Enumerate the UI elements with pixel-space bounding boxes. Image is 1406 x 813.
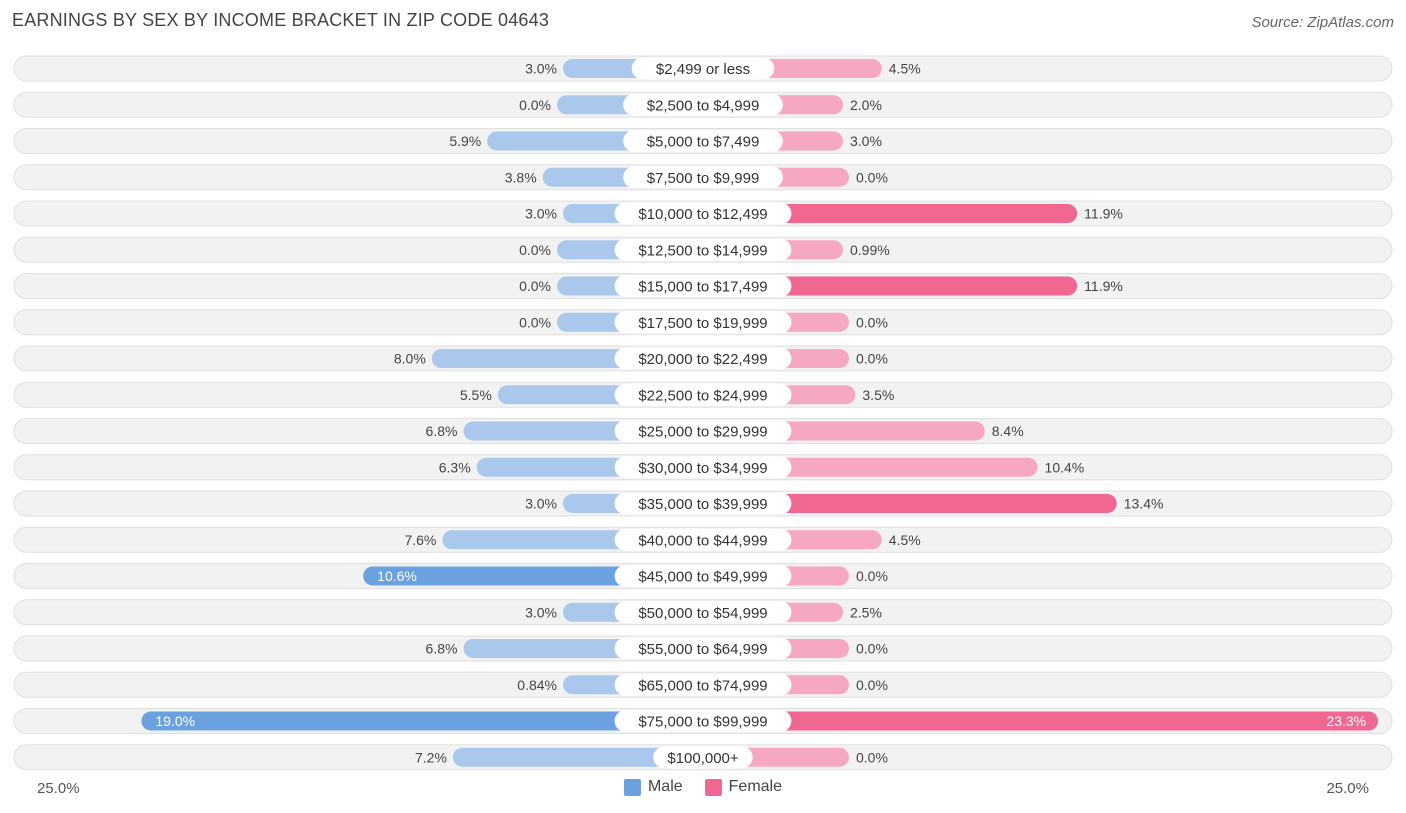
value-label-male: 0.84% bbox=[517, 677, 557, 693]
category-pill bbox=[614, 565, 792, 587]
value-label-female: 0.0% bbox=[856, 641, 888, 657]
value-label-female: 10.4% bbox=[1045, 459, 1085, 475]
category-pill bbox=[614, 492, 792, 515]
value-label-male: 10.6% bbox=[377, 568, 417, 584]
category-label: $100,000+ bbox=[667, 750, 739, 767]
legend-item-male[interactable]: Male bbox=[623, 778, 683, 796]
value-label-female: 0.0% bbox=[856, 351, 888, 367]
value-label-female: 0.0% bbox=[856, 677, 888, 693]
category-label: $20,000 to $22,499 bbox=[638, 351, 767, 368]
chart-title: EARNINGS BY SEX BY INCOME BRACKET IN ZIP… bbox=[12, 10, 550, 30]
value-label-female: 4.5% bbox=[889, 61, 921, 77]
axis-right-label: 25.0% bbox=[1326, 780, 1369, 797]
legend-label-female: Female bbox=[728, 778, 783, 795]
category-pill bbox=[614, 710, 792, 732]
legend-swatch-male bbox=[623, 778, 641, 796]
value-label-female: 2.5% bbox=[850, 604, 882, 620]
value-label-male: 7.2% bbox=[415, 749, 447, 765]
category-label: $17,500 to $19,999 bbox=[638, 315, 767, 332]
bar-male bbox=[141, 711, 703, 731]
value-label-female: 3.5% bbox=[862, 387, 894, 403]
bar-female bbox=[703, 711, 1379, 731]
category-label: $5,000 to $7,499 bbox=[647, 134, 760, 151]
category-pill bbox=[614, 311, 792, 334]
value-label-male: 6.8% bbox=[426, 641, 458, 657]
value-label-female: 23.3% bbox=[1326, 713, 1366, 729]
value-label-female: 8.4% bbox=[992, 423, 1024, 439]
category-pill bbox=[614, 347, 792, 370]
value-label-female: 2.0% bbox=[850, 97, 882, 113]
category-pill bbox=[614, 420, 792, 442]
category-label: $45,000 to $49,999 bbox=[638, 569, 767, 586]
category-pill bbox=[614, 383, 792, 406]
category-label: $15,000 to $17,499 bbox=[638, 279, 767, 296]
value-label-female: 0.99% bbox=[850, 242, 890, 258]
value-label-female: 11.9% bbox=[1084, 278, 1123, 294]
value-label-female: 13.4% bbox=[1124, 496, 1164, 512]
value-label-male: 3.0% bbox=[525, 604, 557, 620]
category-pill bbox=[614, 637, 792, 660]
category-label: $10,000 to $12,499 bbox=[638, 206, 767, 223]
value-label-male: 0.0% bbox=[519, 97, 551, 113]
value-label-female: 0.0% bbox=[856, 568, 888, 584]
value-label-male: 19.0% bbox=[155, 713, 195, 729]
value-label-male: 0.0% bbox=[519, 242, 551, 258]
bar-female bbox=[703, 276, 1078, 296]
bar-female bbox=[703, 494, 1117, 513]
axis-left-label: 25.0% bbox=[37, 780, 80, 797]
value-label-male: 3.0% bbox=[525, 496, 557, 512]
value-label-female: 0.0% bbox=[856, 169, 888, 185]
category-label: $55,000 to $64,999 bbox=[638, 641, 767, 658]
source-label: Source: ZipAtlas.com bbox=[1251, 14, 1394, 31]
category-label: $12,500 to $14,999 bbox=[638, 242, 767, 259]
value-label-female: 4.5% bbox=[889, 532, 921, 548]
legend-swatch-female bbox=[704, 778, 722, 796]
value-label-female: 0.0% bbox=[856, 314, 888, 330]
value-label-male: 3.0% bbox=[525, 206, 557, 222]
bar-female bbox=[703, 204, 1078, 223]
category-label: $2,500 to $4,999 bbox=[647, 97, 760, 114]
value-label-male: 7.6% bbox=[404, 532, 436, 548]
category-label: $35,000 to $39,999 bbox=[638, 496, 767, 513]
value-label-male: 0.0% bbox=[519, 278, 551, 294]
category-pill bbox=[623, 166, 783, 189]
category-label: $2,499 or less bbox=[656, 61, 750, 78]
category-pill bbox=[614, 238, 792, 261]
category-pill bbox=[614, 601, 792, 624]
category-label: $7,500 to $9,999 bbox=[647, 170, 760, 187]
value-label-female: 0.0% bbox=[856, 749, 888, 765]
category-label: $50,000 to $54,999 bbox=[638, 605, 767, 622]
category-pill bbox=[653, 746, 753, 769]
legend-item-female[interactable]: Female bbox=[704, 778, 783, 796]
category-label: $30,000 to $34,999 bbox=[638, 460, 767, 477]
bar-male bbox=[452, 747, 703, 767]
category-pill bbox=[614, 456, 792, 479]
value-label-male: 5.5% bbox=[460, 387, 492, 403]
value-label-male: 3.8% bbox=[505, 169, 537, 185]
value-label-male: 6.3% bbox=[439, 459, 471, 475]
legend: Male Female bbox=[0, 778, 1406, 796]
value-label-female: 3.0% bbox=[850, 133, 882, 149]
value-label-male: 3.0% bbox=[525, 61, 557, 77]
category-label: $65,000 to $74,999 bbox=[638, 677, 767, 694]
category-label: $40,000 to $44,999 bbox=[638, 532, 767, 549]
category-pill bbox=[623, 93, 783, 116]
value-label-male: 8.0% bbox=[394, 351, 426, 367]
value-label-male: 0.0% bbox=[519, 314, 551, 330]
value-label-female: 11.9% bbox=[1084, 206, 1123, 222]
category-pill bbox=[614, 275, 792, 297]
category-label: $75,000 to $99,999 bbox=[638, 714, 767, 731]
category-pill bbox=[614, 528, 792, 551]
category-label: $22,500 to $24,999 bbox=[638, 387, 767, 404]
category-label: $25,000 to $29,999 bbox=[638, 424, 767, 441]
value-label-male: 5.9% bbox=[449, 133, 481, 149]
category-pill bbox=[614, 673, 792, 696]
category-pill bbox=[614, 202, 792, 225]
legend-label-male: Male bbox=[647, 778, 683, 795]
category-pill bbox=[623, 130, 783, 152]
category-pill bbox=[631, 57, 775, 80]
value-label-male: 6.8% bbox=[426, 423, 458, 439]
